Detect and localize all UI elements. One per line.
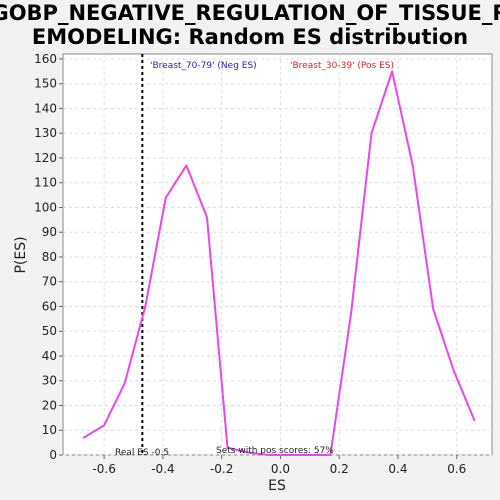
y-tick-label: 80 (42, 250, 57, 264)
data-point (226, 446, 229, 449)
x-tick-label: 0.4 (388, 462, 407, 476)
data-point (82, 436, 85, 439)
data-point (329, 454, 332, 456)
data-point (391, 70, 393, 73)
y-tick-label: 30 (42, 374, 57, 388)
neg-es-label: 'Breast_70-79' (Neg ES) (150, 61, 257, 71)
y-tick-label: 20 (42, 398, 57, 412)
data-point (144, 305, 147, 308)
x-tick-label: -0.6 (92, 462, 115, 476)
data-point (185, 164, 188, 167)
grid (63, 54, 492, 456)
y-tick-label: 50 (42, 324, 57, 338)
y-tick-label: 10 (42, 423, 57, 437)
y-tick-label: 140 (34, 101, 57, 115)
y-tick-label: 60 (42, 299, 57, 313)
y-tick-label: 40 (42, 349, 57, 363)
plot-area (62, 53, 493, 456)
x-tick-label: 0.0 (271, 462, 290, 476)
y-tick-label: 150 (34, 77, 57, 91)
es-distribution-line (82, 54, 476, 456)
y-tick-label: 100 (34, 200, 57, 214)
data-point (411, 164, 414, 167)
y-tick-label: 90 (42, 225, 57, 239)
chart-title-line-1: GOBP_NEGATIVE_REGULATION_OF_TISSUE_R (0, 1, 500, 25)
data-point (267, 454, 270, 456)
y-tick-label: 130 (34, 126, 57, 140)
axis-ticks: 0 10 20 30 40 50 60 70 80 90 100 110 120 130 140 150 160… (34, 52, 466, 476)
data-point (206, 216, 208, 219)
data-point (247, 451, 249, 454)
x-tick-label: -0.2 (210, 462, 233, 476)
pos-es-label: 'Breast_30-39' (Pos ES) (290, 61, 394, 71)
data-point (370, 132, 373, 135)
x-axis-label: ES (268, 478, 286, 494)
real-es-label: Real ES -0.5 (115, 448, 169, 458)
y-tick-label: 160 (34, 52, 57, 66)
x-tick-label: 0.6 (447, 462, 466, 476)
data-point (288, 454, 291, 456)
y-tick-label: 0 (49, 448, 57, 462)
data-point (350, 313, 352, 315)
y-tick-label: 120 (34, 151, 57, 165)
data-point (473, 419, 476, 422)
y-tick-label: 110 (34, 176, 57, 190)
data-point (432, 308, 435, 310)
chart-title-line-2: EMODELING: Random ES distribution (32, 25, 468, 49)
data-point (309, 454, 311, 456)
data-point (453, 370, 455, 372)
data-point (123, 382, 126, 385)
x-tick-label: -0.4 (151, 462, 174, 476)
data-point (165, 196, 167, 199)
x-tick-label: 0.2 (330, 462, 349, 476)
pos-scores-label: Sets with pos scores: 57% (216, 446, 334, 456)
y-axis-label: P(ES) (13, 236, 29, 273)
series-line (83, 70, 476, 456)
y-tick-label: 70 (42, 275, 57, 289)
data-point (103, 424, 105, 427)
